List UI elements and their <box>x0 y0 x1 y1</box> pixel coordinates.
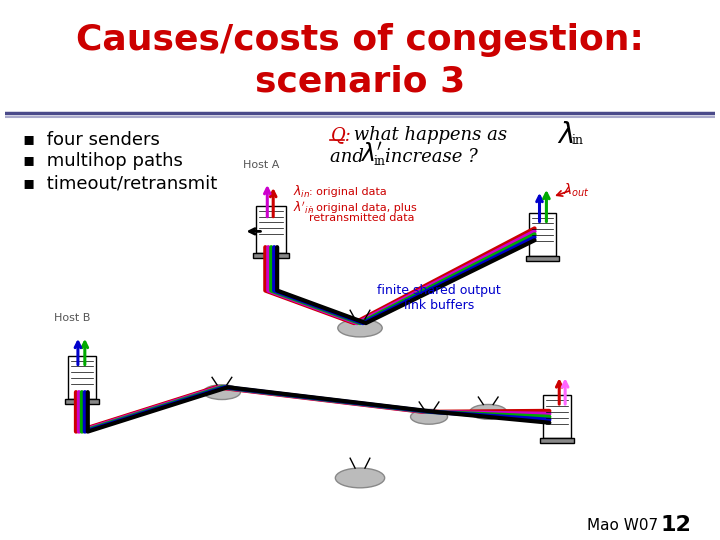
Text: Host A: Host A <box>243 160 279 170</box>
Bar <box>544 395 571 438</box>
Bar <box>68 356 96 399</box>
Text: and: and <box>330 147 370 166</box>
Text: in: in <box>374 156 386 168</box>
Text: : original data: : original data <box>309 187 387 197</box>
Text: what happens as: what happens as <box>348 126 508 144</box>
Ellipse shape <box>204 384 240 400</box>
Text: retransmitted data: retransmitted data <box>309 213 414 222</box>
Ellipse shape <box>469 404 507 419</box>
Text: scenario 3: scenario 3 <box>255 64 465 98</box>
Bar <box>65 399 99 404</box>
Text: Q:: Q: <box>330 126 351 144</box>
Text: $\lambda$: $\lambda$ <box>557 122 574 149</box>
Text: ▪  timeout/retransmit: ▪ timeout/retransmit <box>23 174 217 192</box>
Text: $\lambda'$: $\lambda'$ <box>360 144 383 167</box>
Text: Causes/costs of congestion:: Causes/costs of congestion: <box>76 23 644 57</box>
Bar <box>541 438 574 443</box>
Bar <box>528 213 557 256</box>
Bar <box>253 253 289 258</box>
Ellipse shape <box>410 409 448 424</box>
Text: Mao W07: Mao W07 <box>587 518 658 533</box>
Ellipse shape <box>336 468 384 488</box>
Bar <box>526 256 559 261</box>
Text: : original data, plus: : original data, plus <box>309 202 416 213</box>
Text: in: in <box>571 134 583 147</box>
Text: ▪  multihop paths: ▪ multihop paths <box>23 152 183 171</box>
Ellipse shape <box>338 319 382 337</box>
Text: 12: 12 <box>660 515 691 535</box>
Text: $\lambda'_{in}$: $\lambda'_{in}$ <box>293 199 314 216</box>
Text: ▪  four senders: ▪ four senders <box>23 131 160 149</box>
Text: increase ?: increase ? <box>384 147 477 166</box>
Text: $\lambda_{in}$: $\lambda_{in}$ <box>293 184 310 200</box>
Text: Host B: Host B <box>54 313 90 323</box>
Bar <box>256 206 286 253</box>
Text: $\lambda_{out}$: $\lambda_{out}$ <box>564 181 590 199</box>
Text: finite shared output
link buffers: finite shared output link buffers <box>377 285 501 313</box>
